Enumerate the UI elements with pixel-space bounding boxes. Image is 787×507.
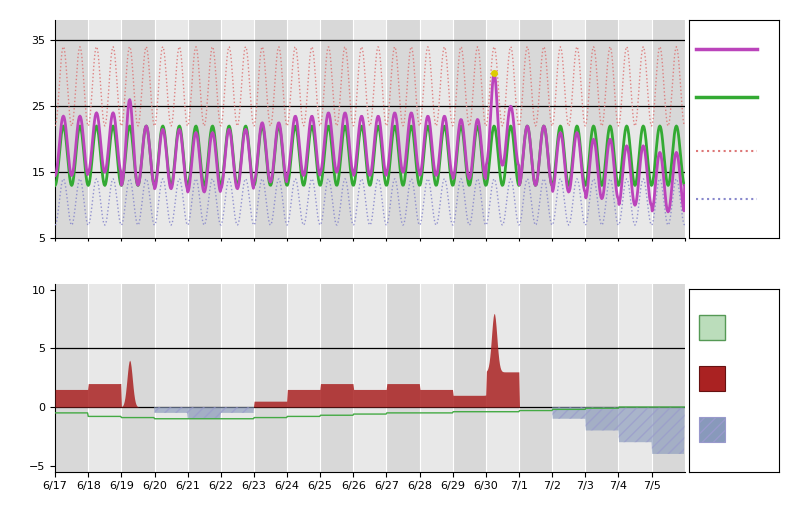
Bar <box>88 284 121 472</box>
Bar <box>619 284 652 472</box>
Bar <box>187 20 221 238</box>
Bar <box>154 20 187 238</box>
Bar <box>320 20 353 238</box>
Bar <box>486 284 519 472</box>
Bar <box>486 20 519 238</box>
Bar <box>419 20 453 238</box>
Bar <box>619 20 652 238</box>
Bar <box>353 284 386 472</box>
Bar <box>652 284 685 472</box>
Bar <box>254 284 287 472</box>
Bar <box>88 20 121 238</box>
Bar <box>287 284 320 472</box>
Bar <box>453 20 486 238</box>
Bar <box>552 284 586 472</box>
Bar <box>419 284 453 472</box>
Bar <box>519 284 552 472</box>
Bar <box>287 20 320 238</box>
Bar <box>700 417 725 442</box>
Bar <box>700 366 725 391</box>
Bar <box>187 284 221 472</box>
Bar <box>519 20 552 238</box>
Bar <box>453 284 486 472</box>
Bar <box>55 20 88 238</box>
Bar <box>353 20 386 238</box>
Bar <box>55 284 88 472</box>
Bar <box>700 314 725 340</box>
Bar <box>121 20 154 238</box>
Bar <box>552 20 586 238</box>
Bar <box>386 20 419 238</box>
Bar <box>121 284 154 472</box>
Bar <box>652 20 685 238</box>
Bar <box>586 20 619 238</box>
Bar <box>154 284 187 472</box>
Bar <box>221 284 254 472</box>
Bar <box>254 20 287 238</box>
Bar <box>386 284 419 472</box>
Bar <box>320 284 353 472</box>
Bar <box>586 284 619 472</box>
Bar <box>221 20 254 238</box>
